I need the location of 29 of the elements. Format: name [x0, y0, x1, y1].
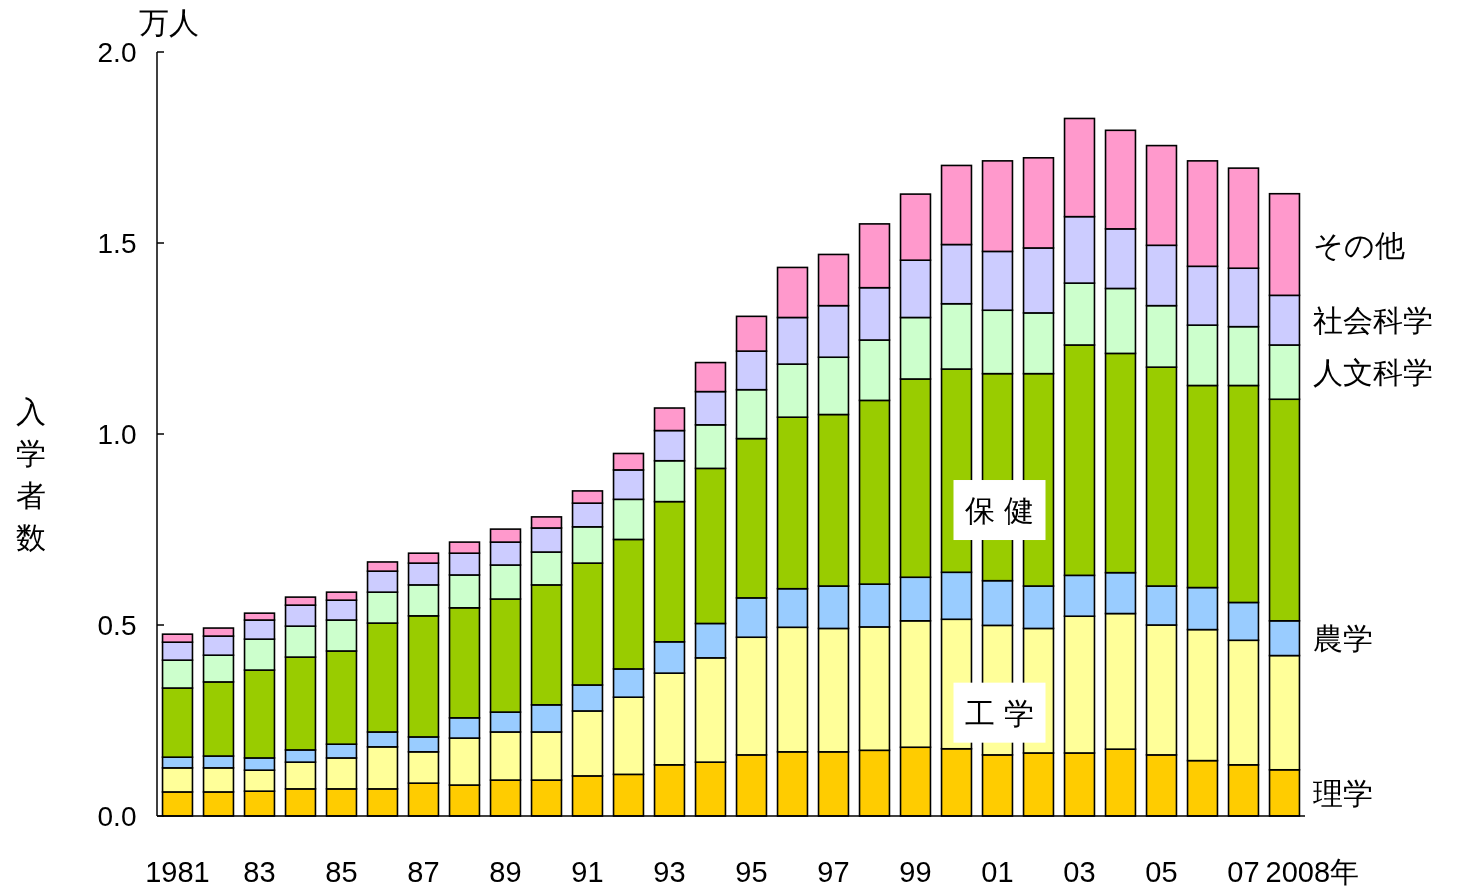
series-label: 保 健 — [965, 494, 1034, 528]
x-tick-label: 93 — [653, 856, 686, 887]
x-tick-label: 85 — [325, 856, 358, 887]
series-label: 社会科学 — [1313, 304, 1433, 338]
y-tick-label: 1.5 — [97, 228, 137, 259]
x-tick-label: 99 — [899, 856, 932, 887]
text: 万人 — [139, 6, 199, 39]
x-tick-label: 03 — [1063, 856, 1096, 887]
y-axis-title: 入学者数 — [16, 395, 46, 554]
x-tick-label: 95 — [735, 856, 768, 887]
series-label: 工 学 — [965, 696, 1034, 730]
series-label: その他 — [1313, 228, 1405, 262]
x-tick-label: 97 — [817, 856, 850, 887]
series-label: 人文科学 — [1313, 356, 1433, 390]
series-label: 農学 — [1313, 622, 1373, 656]
x-tick-label: 07 — [1227, 856, 1260, 887]
x-tick-label: 91 — [571, 856, 604, 887]
y-tick-label: 2.0 — [97, 37, 137, 68]
y-tick-label: 1.0 — [97, 419, 137, 450]
x-tick-label: 2008年 — [1265, 856, 1360, 887]
y-tick-label: 0.5 — [97, 610, 137, 641]
x-tick-label: 83 — [243, 856, 276, 887]
y-tick-label: 0.0 — [97, 801, 137, 832]
x-tick-label: 1981 — [145, 856, 210, 887]
x-tick-label: 01 — [981, 856, 1014, 887]
x-tick-label: 89 — [489, 856, 522, 887]
series-label: 理学 — [1313, 776, 1373, 810]
x-tick-label: 05 — [1145, 856, 1178, 887]
x-tick-label: 87 — [407, 856, 440, 887]
